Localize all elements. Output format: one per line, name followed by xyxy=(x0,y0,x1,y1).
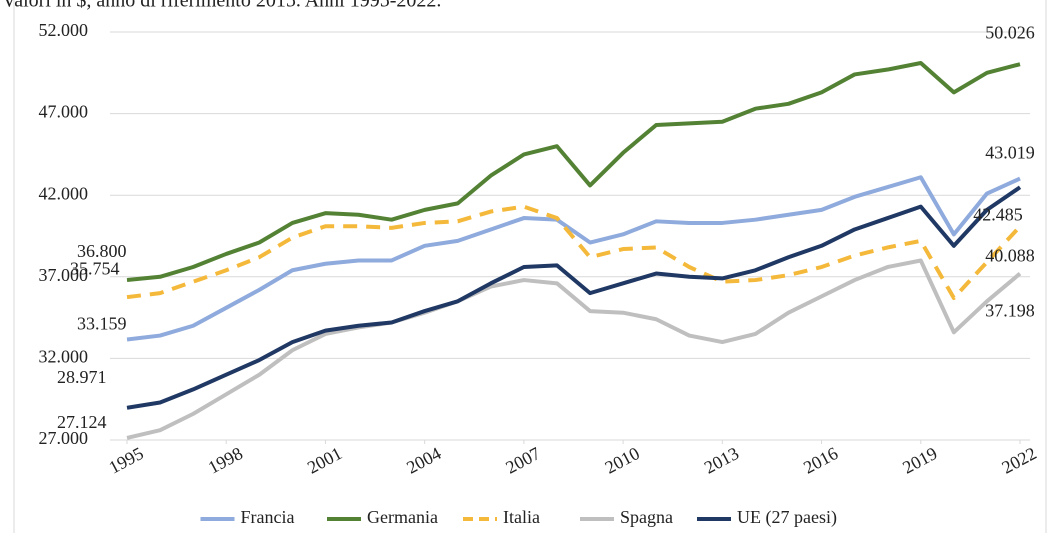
series-line xyxy=(126,204,1022,301)
y-tick-label: 32.000 xyxy=(39,347,89,367)
chart-frame xyxy=(13,0,1047,533)
x-tick-label: 2004 xyxy=(403,443,444,478)
chart-title: Valori in $, anno di riferimento 2015. A… xyxy=(2,0,441,12)
y-tick-label: 52.000 xyxy=(39,20,89,40)
legend-label: UE (27 paesi) xyxy=(737,507,837,528)
x-tick-label: 2013 xyxy=(701,443,742,478)
data-label: 43.019 xyxy=(985,143,1035,163)
series-line xyxy=(126,175,1021,342)
series-line xyxy=(126,61,1021,283)
legend-label: Spagna xyxy=(620,507,673,527)
x-tick-label: 1998 xyxy=(205,443,246,478)
legend-label: Germania xyxy=(367,507,438,527)
x-tick-label: 2022 xyxy=(999,443,1040,478)
x-tick-label: 2007 xyxy=(502,443,543,478)
data-label: 50.026 xyxy=(985,22,1035,42)
data-label: 36.800 xyxy=(77,241,127,261)
legend-label: Italia xyxy=(503,507,540,527)
data-label: 42.485 xyxy=(973,204,1023,224)
y-tick-label: 47.000 xyxy=(39,102,89,122)
x-tick-label: 2001 xyxy=(304,443,345,478)
series-line xyxy=(126,258,1022,440)
x-tick-label: 2016 xyxy=(800,443,841,478)
data-label: 35.754 xyxy=(70,258,120,278)
y-tick-label: 27.000 xyxy=(39,428,89,448)
x-tick-label: 2019 xyxy=(899,443,940,478)
data-label: 40.088 xyxy=(985,246,1035,266)
data-label: 27.124 xyxy=(57,412,107,432)
y-tick-label: 37.000 xyxy=(39,265,89,285)
data-label: 28.971 xyxy=(57,367,107,387)
x-tick-label: 2010 xyxy=(602,443,643,478)
x-tick-label: 1995 xyxy=(106,443,147,478)
data-label: 33.159 xyxy=(77,314,127,334)
y-tick-label: 42.000 xyxy=(39,183,89,203)
series-line xyxy=(126,185,1022,410)
legend-label: Francia xyxy=(241,507,295,527)
data-label: 37.198 xyxy=(985,301,1035,321)
